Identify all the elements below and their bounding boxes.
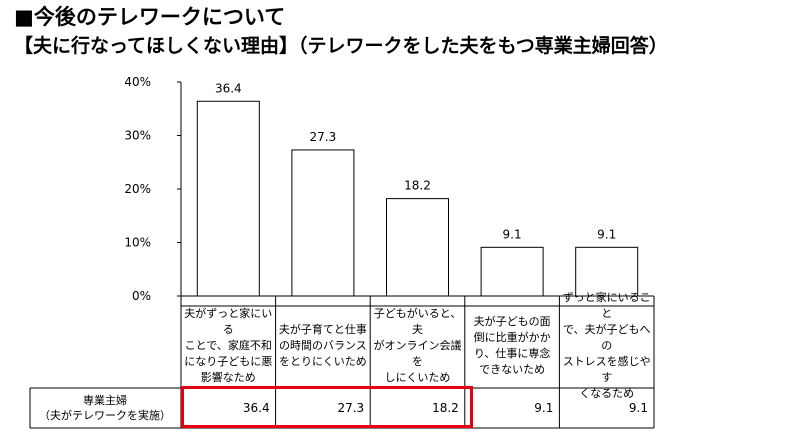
data-label: 9.1: [597, 227, 616, 241]
bar: [480, 246, 544, 297]
data-label: 9.1: [503, 227, 522, 241]
table-row-label: 専業主婦 （夫がテレワークを実施）: [39, 394, 171, 422]
bar: [196, 100, 260, 297]
table-cell-value: 18.2: [432, 401, 459, 415]
bar: [575, 246, 639, 297]
category-label: ずっと家にいること で、夫が子どもへの ストレスを感じやす くなるため: [562, 291, 651, 400]
y-tick-label: 0%: [132, 289, 151, 303]
data-label: 27.3: [310, 130, 337, 144]
y-tick-label: 10%: [124, 236, 151, 250]
table-cell-value: 36.4: [242, 401, 270, 415]
data-label: 18.2: [404, 179, 431, 193]
table-cell-value: 9.1: [534, 401, 554, 415]
category-label: 夫がずっと家にいる ことで、家庭不和 になり子どもに悪 影響なため: [184, 307, 273, 384]
bar: [386, 198, 449, 297]
category-label: 夫が子どもの面 倒に比重がかか り、仕事に専念 できないため: [473, 315, 551, 376]
y-tick-label: 40%: [124, 75, 151, 89]
chart-subtitle: 【夫に行なってほしくない理由】（テレワークをした夫をもつ専業主婦回答）: [14, 35, 668, 57]
chart-title: ■今後のテレワークについて: [14, 5, 286, 29]
table-cell-value: 27.3: [337, 401, 365, 415]
category-label: 子どもがいると、夫 がオンライン会議を しにくいため: [373, 307, 462, 384]
category-label: 夫が子育てと仕事 の時間のバランス をとりにくいため: [278, 323, 367, 368]
bar: [291, 149, 355, 297]
y-tick-label: 30%: [124, 129, 151, 143]
y-tick-label: 20%: [124, 182, 151, 196]
table-cell-value: 9.1: [628, 401, 648, 415]
data-label: 36.4: [215, 81, 242, 95]
highlight-box: [181, 386, 473, 428]
